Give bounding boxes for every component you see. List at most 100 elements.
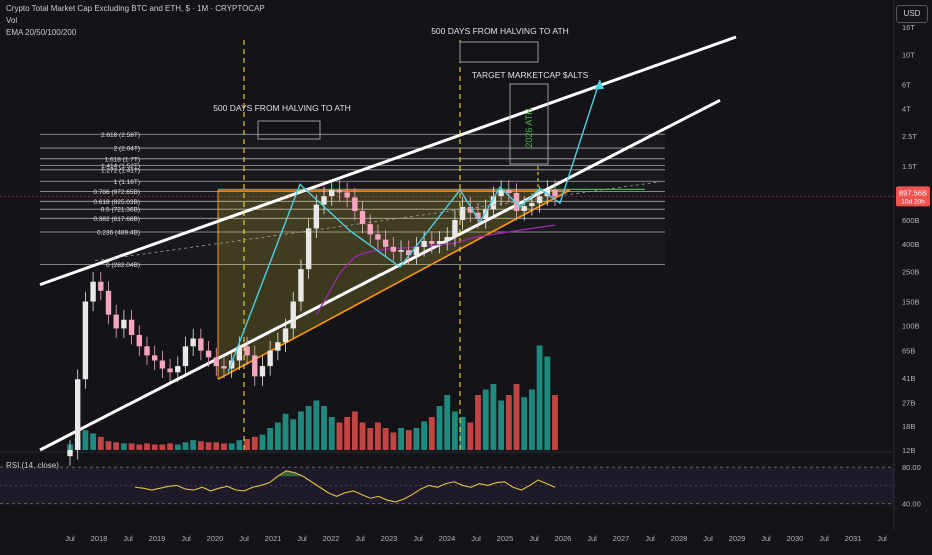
- candle-body: [521, 206, 527, 211]
- fib-level-label: 1.414 (1.52T): [101, 163, 140, 170]
- x-tick-label: Jul: [123, 534, 133, 543]
- x-tick-label: 2028: [671, 534, 688, 543]
- x-tick-label: Jul: [703, 534, 713, 543]
- y-tick-label: 600B: [902, 216, 920, 225]
- volume-bar: [505, 395, 512, 450]
- x-tick-label: 2024: [439, 534, 456, 543]
- candle-body: [429, 240, 435, 244]
- fib-level-label: 2 (2.04T): [114, 146, 140, 153]
- candle-body: [367, 224, 373, 235]
- volume-bar: [120, 443, 127, 450]
- volume-bar: [367, 428, 374, 450]
- volume-bar: [321, 406, 327, 450]
- fib-level-label: 0 (282.04B): [106, 262, 140, 269]
- volume-bar: [359, 422, 366, 450]
- x-tick-label: Jul: [587, 534, 597, 543]
- volume-bar: [490, 384, 497, 450]
- dashed-projection: [94, 181, 661, 262]
- x-tick-label: Jul: [819, 534, 829, 543]
- candle-body: [259, 366, 266, 377]
- volume-indicator-label[interactable]: Vol: [6, 16, 18, 25]
- halving-box-right: [459, 41, 539, 63]
- candle-body: [529, 203, 535, 207]
- price-tag: [896, 186, 930, 207]
- candle-body: [198, 338, 204, 351]
- volume-bar: [398, 428, 404, 450]
- volume-bar: [405, 430, 412, 450]
- y-tick-label: 100B: [902, 321, 920, 330]
- y-tick-label: 250B: [902, 267, 920, 276]
- candle-body: [513, 193, 520, 211]
- target-box: [509, 83, 549, 165]
- volume-bar: [475, 395, 481, 450]
- currency-button[interactable]: USD: [896, 5, 928, 23]
- volume-bar: [228, 443, 235, 450]
- volume-bar: [151, 444, 158, 450]
- x-tick-label: 2019: [149, 534, 166, 543]
- y-tick-label: 27B: [902, 398, 915, 407]
- x-tick-label: Jul: [297, 534, 307, 543]
- volume-bar: [144, 443, 150, 450]
- x-tick-label: 2027: [613, 534, 630, 543]
- x-tick-label: Jul: [181, 534, 191, 543]
- halving-label-left: 500 DAYS FROM HALVING TO ATH: [213, 103, 351, 113]
- x-tick-label: 2021: [265, 534, 282, 543]
- volume-bar: [536, 345, 543, 450]
- halving-box-left: [257, 120, 321, 140]
- halving-label-right: 500 DAYS FROM HALVING TO ATH: [431, 26, 569, 36]
- candle-body: [552, 189, 558, 197]
- y-tick-label: 6T: [902, 81, 911, 90]
- price-tag-sub: 10d 20h: [901, 198, 925, 205]
- y-tick-label: 12B: [902, 446, 915, 455]
- candle-body: [244, 346, 250, 356]
- volume-bar: [167, 443, 174, 450]
- volume-bar: [274, 422, 281, 450]
- candle-body: [398, 250, 404, 252]
- candle-body: [221, 366, 227, 369]
- candle-body: [321, 196, 327, 205]
- volume-bar: [190, 440, 197, 450]
- candle-body: [390, 246, 397, 252]
- rsi-tick-label: 40.00: [902, 500, 921, 509]
- candle-body: [352, 197, 358, 211]
- candle-body: [252, 355, 258, 377]
- candle-body: [213, 357, 219, 367]
- volume-bar: [459, 417, 466, 450]
- volume-bar: [298, 411, 304, 450]
- channel-upper-line: [39, 35, 737, 287]
- projection-arrowhead: [594, 79, 604, 90]
- candle-body: [128, 319, 135, 335]
- volume-bar: [498, 400, 505, 450]
- x-tick-label: 2029: [729, 534, 746, 543]
- candle-body: [175, 366, 181, 373]
- candle-body: [452, 220, 458, 237]
- candle-body: [490, 196, 497, 210]
- volume-bar: [197, 441, 204, 450]
- candle-body: [436, 240, 443, 244]
- volume-bar: [467, 422, 474, 450]
- fib-level-label: 1.618 (1.7T): [105, 156, 140, 163]
- candle-body: [75, 379, 81, 450]
- candle-body: [444, 236, 450, 241]
- volume-bar: [390, 432, 397, 450]
- ema-indicator-label[interactable]: EMA 20/50/100/200: [6, 28, 77, 37]
- y-tick-label: 65B: [902, 347, 915, 356]
- chart-title: Crypto Total Market Cap Excluding BTC an…: [6, 4, 265, 13]
- x-tick-label: Jul: [761, 534, 771, 543]
- fib-level-label: 1.272 (1.41T): [101, 167, 140, 174]
- volume-bar: [428, 417, 435, 450]
- x-tick-label: Jul: [239, 534, 249, 543]
- volume-bar: [290, 419, 297, 450]
- volume-bar: [113, 442, 120, 450]
- candle-body: [359, 210, 366, 225]
- x-tick-label: 2031: [845, 534, 862, 543]
- volume-bar: [97, 436, 104, 450]
- volume-bar: [128, 443, 135, 450]
- volume-bar: [251, 436, 258, 450]
- x-tick-label: 2026: [555, 534, 572, 543]
- candle-body: [382, 239, 389, 247]
- fib-level-label: 2.618 (2.58T): [101, 132, 140, 139]
- candle-body: [406, 250, 412, 256]
- candle-body: [151, 355, 158, 361]
